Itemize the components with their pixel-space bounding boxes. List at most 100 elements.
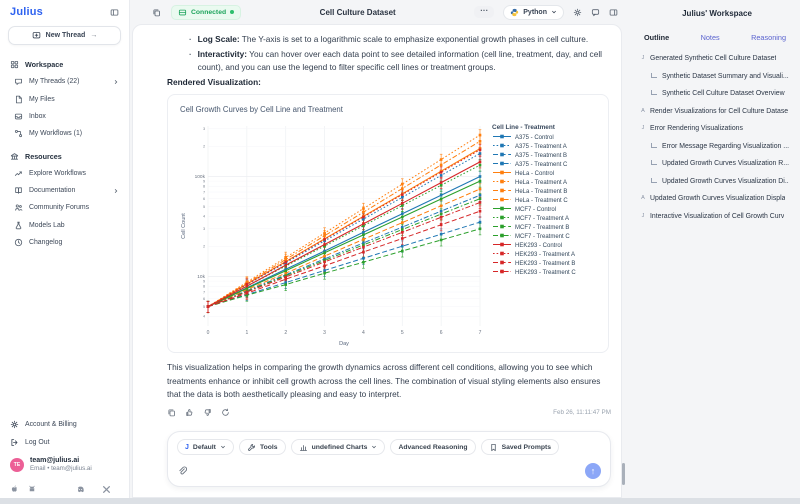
legend-item-mcf7-treatment-a[interactable]: MCF7 - Treatment A [492, 214, 576, 223]
svg-text:8: 8 [203, 285, 205, 289]
tab-notes[interactable]: Notes [700, 33, 720, 42]
android-icon[interactable] [27, 485, 37, 494]
legend-line-sample [492, 268, 512, 277]
legend-item-hek293-control[interactable]: HEK293 - Control [492, 241, 576, 250]
tab-reasoning[interactable]: Reasoning [751, 33, 786, 42]
copy-thread-icon[interactable] [152, 8, 161, 17]
sidebar-item-changelog[interactable]: Changelog [0, 234, 129, 251]
toggle-right-panel-icon[interactable] [609, 8, 618, 17]
thumbs-down-icon[interactable] [203, 408, 212, 417]
legend-line-sample [492, 160, 512, 169]
tree-branch-icon [651, 72, 657, 78]
legend-item-hela-control[interactable]: HeLa - Control [492, 169, 576, 178]
legend-item-mcf7-control[interactable]: MCF7 - Control [492, 205, 576, 214]
language-label: Python [523, 8, 547, 16]
svg-text:Day: Day [339, 341, 349, 347]
people-icon [14, 203, 23, 212]
tab-outline[interactable]: Outline [644, 33, 670, 42]
svg-text:4: 4 [362, 330, 365, 336]
legend-item-hela-treatment-b[interactable]: HeLa - Treatment B [492, 187, 576, 196]
inbox-icon [14, 112, 23, 121]
outline-item[interactable]: Synthetic Dataset Summary and Visuali... [651, 72, 794, 81]
sidebar-item-community-forums[interactable]: Community Forums [0, 199, 129, 216]
svg-text:100k: 100k [195, 174, 206, 180]
chart-legend: Cell Line - Treatment A375 - Control A375… [492, 120, 576, 277]
sidebar-item-models-lab[interactable]: Models Lab [0, 217, 129, 234]
sidebar-item-documentation[interactable]: Documentation [0, 182, 129, 199]
sidebar-item-my-threads-22[interactable]: My Threads (22) [0, 73, 129, 90]
legend-item-hek293-treatment-b[interactable]: HEK293 - Treatment B [492, 259, 576, 268]
arrow-right-icon: → [90, 32, 98, 39]
pill-tools[interactable]: Tools [238, 439, 286, 455]
outline-item[interactable]: Updated Growth Curves Visualization R... [651, 159, 794, 168]
legend-line-sample [492, 151, 512, 160]
prompt-input[interactable] [187, 464, 585, 478]
pill-label: Advanced Reasoning [398, 443, 468, 451]
legend-item-a375-treatment-c[interactable]: A375 - Treatment C [492, 160, 576, 169]
send-arrow-icon: ↑ [590, 465, 596, 476]
outline-item[interactable]: Synthetic Cell Culture Dataset Overview [651, 89, 794, 98]
settings-gear-icon[interactable] [573, 8, 582, 17]
attach-file-button[interactable] [177, 466, 187, 476]
legend-label: MCF7 - Treatment C [515, 233, 570, 240]
discord-icon[interactable] [75, 485, 86, 494]
language-selector[interactable]: Python [503, 4, 564, 20]
pill-saved-prompts[interactable]: Saved Prompts [480, 439, 560, 455]
svg-text:1: 1 [245, 330, 248, 336]
regenerate-icon[interactable] [221, 408, 230, 417]
collapse-sidebar-icon[interactable] [110, 8, 119, 17]
sidebar-item-my-files[interactable]: My Files [0, 90, 129, 107]
outline-item[interactable]: J Generated Synthetic Cell Culture Datase… [640, 54, 794, 63]
section-header-workspace: Workspace [0, 56, 129, 73]
pill-undefined-charts[interactable]: undefined Charts [290, 439, 386, 455]
legend-item-hela-treatment-a[interactable]: HeLa - Treatment A [492, 178, 576, 187]
more-options-button[interactable]: ··· [474, 6, 495, 18]
pill-advanced-reasoning[interactable]: Advanced Reasoning [390, 439, 476, 455]
thumbs-up-icon[interactable] [185, 408, 194, 417]
svg-text:3: 3 [203, 227, 205, 231]
outline-item[interactable]: A Updated Growth Curves Visualization Dis… [640, 194, 794, 203]
legend-item-hela-treatment-c[interactable]: HeLa - Treatment C [492, 196, 576, 205]
sidebar-item-label: My Threads (22) [29, 78, 80, 86]
clock-icon [14, 238, 23, 247]
legend-item-a375-treatment-b[interactable]: A375 - Treatment B [492, 151, 576, 160]
legend-item-hek293-treatment-a[interactable]: HEK293 - Treatment A [492, 250, 576, 259]
legend-item-hek293-treatment-c[interactable]: HEK293 - Treatment C [492, 268, 576, 277]
legend-label: A375 - Treatment A [515, 143, 567, 150]
copy-icon[interactable] [167, 408, 176, 417]
rendered-visualization-label: Rendered Visualization: [167, 77, 261, 87]
outline-tree: J Generated Synthetic Cell Culture Datase… [640, 54, 794, 221]
x-twitter-icon[interactable] [102, 485, 111, 494]
legend-item-mcf7-treatment-c[interactable]: MCF7 - Treatment C [492, 232, 576, 241]
legend-item-mcf7-treatment-b[interactable]: MCF7 - Treatment B [492, 223, 576, 232]
sidebar-item-log-out[interactable]: Log Out [0, 433, 129, 451]
sidebar-item-explore-workflows[interactable]: Explore Workflows [0, 165, 129, 182]
gear-icon [10, 420, 19, 429]
outline-item[interactable]: A Render Visualizations for Cell Culture … [640, 107, 794, 116]
apple-icon[interactable] [10, 484, 19, 494]
connected-badge[interactable]: Connected [171, 4, 242, 20]
outline-item[interactable]: J Interactive Visualization of Cell Growt… [640, 212, 794, 221]
sidebar-item-account-billing[interactable]: Account & Billing [0, 415, 129, 433]
pill-default[interactable]: J Default [177, 439, 234, 455]
legend-line-sample [492, 232, 512, 241]
left-sidebar: Julius New Thread → Workspace My Threads … [0, 0, 130, 504]
julius-logo[interactable]: Julius [10, 6, 43, 18]
new-thread-button[interactable]: New Thread → [8, 26, 121, 45]
outline-item-icon: J [641, 125, 645, 131]
user-account-row[interactable]: TE team@julius.ai Email • team@julius.ai [0, 451, 129, 476]
outline-item[interactable]: Error Message Regarding Visualization ..… [651, 142, 794, 151]
sidebar-item-inbox[interactable]: Inbox [0, 108, 129, 125]
chat-help-icon[interactable] [591, 8, 600, 17]
outline-item[interactable]: J Error Rendering Visualizations [640, 124, 794, 133]
outline-item[interactable]: Updated Growth Curves Visualization Di.. [651, 177, 794, 186]
send-button[interactable]: ↑ [585, 463, 601, 479]
legend-item-a375-treatment-a[interactable]: A375 - Treatment A [492, 142, 576, 151]
sidebar-item-my-workflows-1[interactable]: My Workflows (1) [0, 125, 129, 142]
book-icon [14, 186, 23, 195]
scrollbar-thumb[interactable] [622, 463, 625, 485]
legend-item-a375-control[interactable]: A375 - Control [492, 133, 576, 142]
pill-label: undefined Charts [311, 443, 368, 451]
outline-item-icon: A [641, 195, 645, 201]
